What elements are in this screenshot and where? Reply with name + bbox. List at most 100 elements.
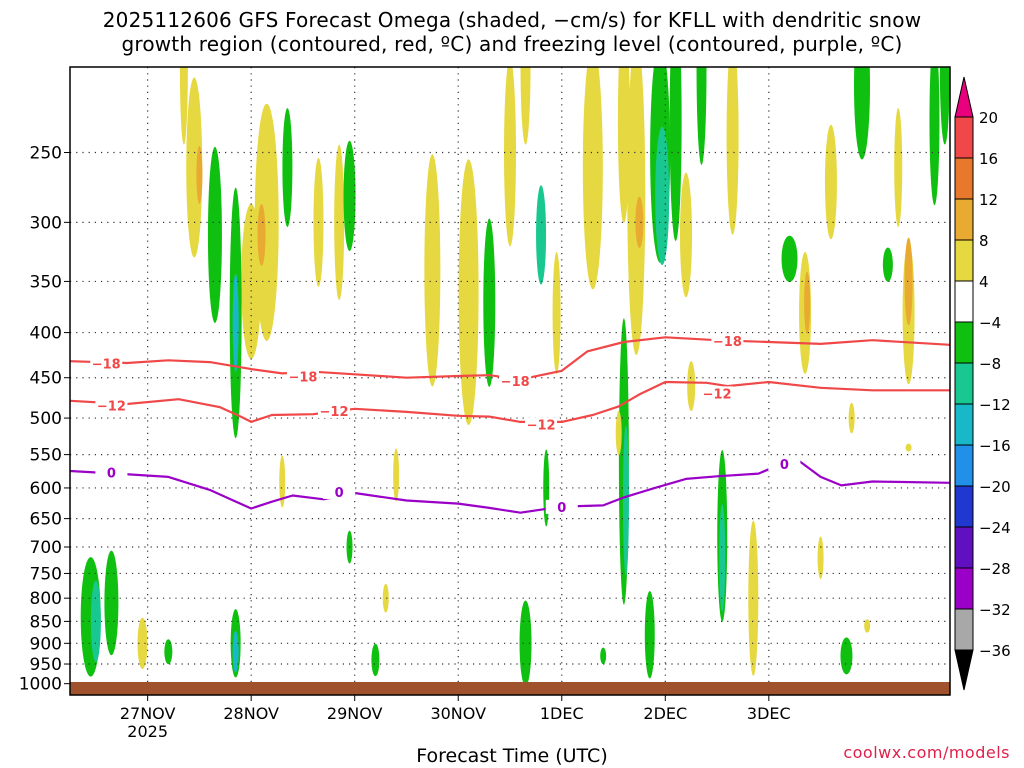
y-tick-label-750: 750: [30, 564, 62, 584]
colorbar-label-4: 4: [979, 273, 989, 291]
omega-blob-58: [719, 504, 726, 612]
y-axis: 2503003504004505005506006507007508008509…: [19, 143, 70, 695]
colorbar-label-9: −20: [979, 478, 1011, 496]
chart-title-line-1: 2025112606 GFS Forecast Omega (shaded, −…: [102, 8, 922, 32]
omega-blob-17: [520, 67, 531, 145]
omega-blob-2: [257, 203, 266, 266]
omega-blob-44: [164, 639, 173, 665]
contour-label-bg-1-1: [318, 403, 350, 418]
y-tick-label-300: 300: [30, 213, 62, 233]
colorbar-bottom-arrow: [954, 649, 974, 691]
x-tick-label-2DEC: 2DEC: [643, 704, 687, 723]
colorbar-label-13: −36: [979, 642, 1011, 660]
omega-blob-23: [635, 196, 644, 248]
omega-blob-7: [196, 145, 203, 204]
colorbar-label-1: 16: [979, 150, 998, 168]
y-tick-label-500: 500: [30, 409, 62, 429]
contour-label-1-2: −12: [527, 419, 556, 434]
omega-blob-51: [393, 448, 400, 502]
x-tick-label-29NOV: 29NOV: [327, 704, 383, 723]
omega-blob-33: [824, 124, 837, 240]
colorbar-swatch-1: [954, 116, 974, 159]
x-tick-label-3DEC: 3DEC: [747, 704, 791, 723]
y-tick-label-900: 900: [30, 634, 62, 654]
colorbar-label-8: −16: [979, 437, 1011, 455]
colorbar-swatch-5: [954, 280, 974, 323]
x-tick-label-27NOV: 27NOV: [120, 704, 176, 723]
contour-label-1-3: −12: [703, 387, 732, 402]
colorbar-swatch-11: [954, 526, 974, 569]
colorbar-swatch-13: [954, 608, 974, 651]
omega-blob-26: [669, 67, 682, 241]
contour-label-bg-0-3: [711, 334, 744, 349]
ground-band: [70, 682, 950, 695]
y-tick-label-1000: 1000: [19, 675, 62, 695]
contour-label-bg-2-1: [323, 485, 356, 500]
colorbar-swatch-12: [954, 567, 974, 610]
omega-blob-3: [207, 146, 222, 323]
colorbar-swatch-3: [954, 198, 974, 241]
x-tick-label-28NOV: 28NOV: [223, 704, 279, 723]
omega-blob-12: [343, 140, 356, 252]
omega-blob-66: [905, 443, 912, 452]
omega-blob-8: [179, 67, 188, 145]
colorbar-label-12: −32: [979, 601, 1011, 619]
contour-label-0-0: −18: [92, 358, 121, 373]
y-tick-label-650: 650: [30, 510, 62, 530]
colorbar-swatch-2: [954, 157, 974, 200]
omega-blob-69: [600, 647, 607, 665]
y-tick-label-850: 850: [30, 612, 62, 632]
omega-blob-13: [424, 154, 441, 387]
omega-blob-49: [371, 643, 380, 677]
omega-blob-27: [680, 172, 692, 298]
colorbar-swatch-7: [954, 362, 974, 405]
omega-blob-55: [622, 425, 629, 576]
contour-line-0: [70, 336, 950, 381]
omega-blob-30: [781, 235, 798, 283]
omega-blob-6: [186, 77, 203, 258]
x-tick-sublabel-year: 2025: [127, 722, 168, 741]
omega-blob-5: [232, 273, 239, 373]
plot-frame: [69, 66, 951, 696]
omega-blob-18: [536, 185, 547, 285]
colorbar-top-arrow: [954, 76, 974, 118]
colorbar-swatch-10: [954, 485, 974, 528]
omega-blob-34: [854, 67, 870, 160]
omega-blob-25: [655, 126, 670, 266]
colorbar-label-11: −28: [979, 560, 1011, 578]
contour-label-2-3: 0: [780, 458, 789, 473]
contour-line-2: [70, 460, 950, 514]
colorbar-swatch-9: [954, 444, 974, 487]
y-tick-label-250: 250: [30, 143, 62, 163]
contour-label-bg-2-0: [95, 465, 128, 480]
omega-blob-16: [504, 67, 516, 247]
contour-lines: −18 −18 −18 −18 −12 −12 −12 −12 0 0 0 0: [70, 334, 950, 516]
contour-label-2-0: 0: [107, 467, 116, 482]
omega-blob-29: [726, 67, 739, 235]
y-tick-label-600: 600: [30, 479, 62, 499]
y-tick-label-450: 450: [30, 369, 62, 389]
omega-blob-61: [840, 637, 853, 675]
omega-blob-19: [552, 251, 561, 374]
omega-blob-56: [644, 590, 655, 679]
colorbar-swatch-8: [954, 403, 974, 446]
source-credit: coolwx.com/models: [843, 743, 1010, 762]
contour-label-bg-1-0: [95, 398, 128, 413]
colorbar-swatch-4: [954, 239, 974, 282]
omega-blob-22: [627, 67, 646, 355]
y-tick-label-350: 350: [30, 272, 62, 292]
omega-blob-42: [104, 550, 119, 656]
x-tick-label-1DEC: 1DEC: [540, 704, 584, 723]
y-tick-label-400: 400: [30, 324, 62, 344]
contour-label-bg-0-0: [90, 356, 123, 371]
omega-blob-46: [232, 630, 239, 673]
contour-label-0-2: −18: [501, 375, 530, 390]
omega-blob-20: [582, 67, 603, 290]
omega-blob-50: [382, 583, 389, 613]
contour-label-0-1: −18: [288, 371, 317, 386]
omega-blob-1: [254, 103, 279, 341]
y-tick-label-800: 800: [30, 589, 62, 609]
colorbar-label-7: −12: [979, 396, 1011, 414]
